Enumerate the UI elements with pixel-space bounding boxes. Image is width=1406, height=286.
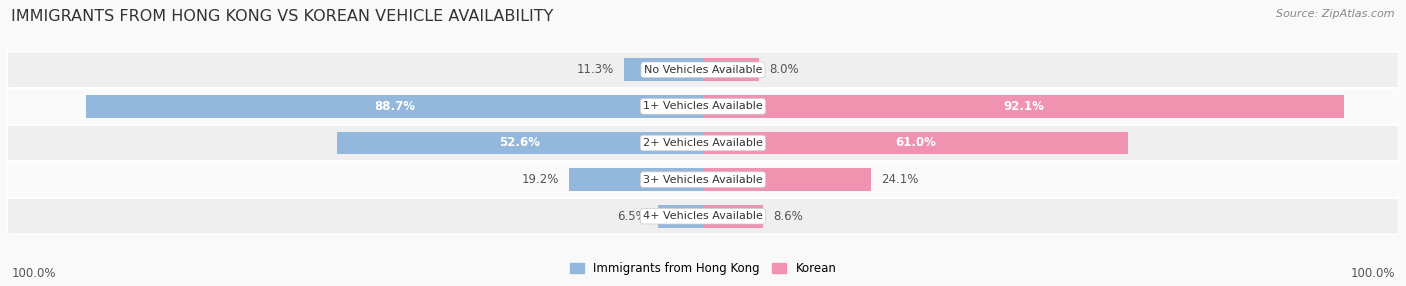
Bar — [337, 132, 703, 154]
Bar — [86, 95, 703, 118]
Bar — [703, 95, 1344, 118]
Text: IMMIGRANTS FROM HONG KONG VS KOREAN VEHICLE AVAILABILITY: IMMIGRANTS FROM HONG KONG VS KOREAN VEHI… — [11, 9, 554, 23]
FancyBboxPatch shape — [7, 125, 1399, 161]
Text: 100.0%: 100.0% — [11, 267, 56, 280]
Text: 11.3%: 11.3% — [576, 63, 614, 76]
Text: 61.0%: 61.0% — [894, 136, 936, 150]
Text: 24.1%: 24.1% — [882, 173, 918, 186]
Bar — [569, 168, 703, 191]
Text: Source: ZipAtlas.com: Source: ZipAtlas.com — [1277, 9, 1395, 19]
Text: 100.0%: 100.0% — [1350, 267, 1395, 280]
Bar — [703, 205, 763, 228]
Text: 92.1%: 92.1% — [1002, 100, 1043, 113]
Legend: Immigrants from Hong Kong, Korean: Immigrants from Hong Kong, Korean — [565, 257, 841, 280]
Bar — [703, 168, 870, 191]
FancyBboxPatch shape — [7, 88, 1399, 125]
Text: 19.2%: 19.2% — [522, 173, 560, 186]
Text: 4+ Vehicles Available: 4+ Vehicles Available — [643, 211, 763, 221]
Bar — [658, 205, 703, 228]
Bar — [703, 132, 1128, 154]
Text: 2+ Vehicles Available: 2+ Vehicles Available — [643, 138, 763, 148]
Text: 6.5%: 6.5% — [617, 210, 647, 223]
Text: 88.7%: 88.7% — [374, 100, 415, 113]
Text: 52.6%: 52.6% — [499, 136, 540, 150]
Bar — [703, 58, 759, 81]
Text: 8.6%: 8.6% — [773, 210, 803, 223]
FancyBboxPatch shape — [7, 51, 1399, 88]
FancyBboxPatch shape — [7, 198, 1399, 235]
Text: No Vehicles Available: No Vehicles Available — [644, 65, 762, 75]
Text: 3+ Vehicles Available: 3+ Vehicles Available — [643, 175, 763, 184]
FancyBboxPatch shape — [7, 161, 1399, 198]
Text: 1+ Vehicles Available: 1+ Vehicles Available — [643, 102, 763, 111]
Bar — [624, 58, 703, 81]
Text: 8.0%: 8.0% — [769, 63, 799, 76]
